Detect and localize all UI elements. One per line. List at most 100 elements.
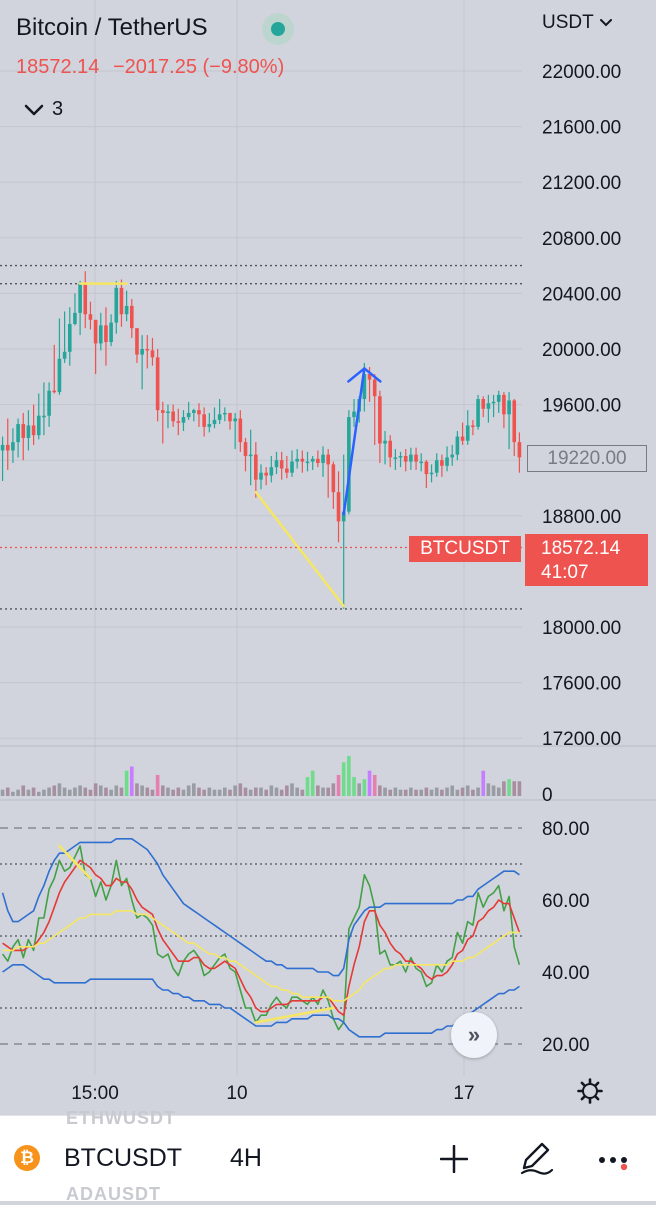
volume-bar <box>341 762 346 796</box>
time-tick-label: 15:00 <box>71 1083 119 1104</box>
arrow-line <box>342 367 366 516</box>
rsi-tick-label: 20.00 <box>542 1035 590 1056</box>
volume-bar <box>372 774 377 796</box>
settings-icon[interactable] <box>577 1078 603 1104</box>
candle-body <box>83 283 88 315</box>
volume-bar <box>409 787 413 796</box>
candle-body <box>88 314 93 320</box>
ghost-symbol-above: ETHWUSDT <box>66 1108 176 1128</box>
volume-bar <box>398 789 403 796</box>
candle-body <box>465 425 470 441</box>
settings-icon-tooth <box>580 1081 586 1087</box>
time-tick-label: 10 <box>226 1083 247 1104</box>
volume-bar <box>88 789 93 796</box>
price-tick-label: 20800.00 <box>542 229 621 250</box>
volume-bar <box>186 785 191 796</box>
volume-bar <box>316 785 320 796</box>
candle-body <box>403 456 408 462</box>
candle-body <box>362 374 367 400</box>
volume-bar <box>486 783 491 796</box>
volume-bar <box>290 783 294 796</box>
candle-body <box>336 492 341 522</box>
candle-body <box>93 319 98 344</box>
candle-body <box>367 374 372 380</box>
volume-bar <box>109 789 113 796</box>
candle-body <box>212 419 217 425</box>
candle-body <box>104 325 108 343</box>
volume-bar <box>383 787 387 796</box>
volume-bar <box>26 789 31 796</box>
volume-bar <box>285 785 289 796</box>
market-status-icon[interactable] <box>262 13 294 45</box>
volume-bar <box>378 785 382 796</box>
scroll-forward-icon[interactable]: » <box>451 1012 497 1058</box>
candle-body <box>248 454 253 457</box>
volume-bar <box>465 785 470 796</box>
volume-bar <box>429 789 434 796</box>
volume-bar <box>197 787 201 796</box>
volume-bar <box>212 789 217 796</box>
bottom-toolbar <box>0 1115 656 1201</box>
pen-icon[interactable] <box>518 1140 554 1176</box>
more-icon[interactable] <box>596 1150 632 1170</box>
time-axis[interactable]: 15:00 10 17 <box>71 1078 603 1105</box>
volume-bar <box>217 789 222 796</box>
volume-bar <box>57 783 62 796</box>
volume-bar <box>114 785 119 796</box>
candle-body <box>197 410 201 415</box>
candle-body <box>295 458 299 462</box>
volume-bar <box>129 766 134 796</box>
candle-body <box>192 410 196 413</box>
plus-icon[interactable] <box>440 1145 468 1173</box>
candle-body <box>476 399 480 427</box>
rsi-tick-label: 80.00 <box>542 819 590 840</box>
candle-body <box>398 456 403 458</box>
price-tick-label: 20400.00 <box>542 284 621 305</box>
volume-bar <box>491 785 496 796</box>
rsi-tick-label: 60.00 <box>542 891 590 912</box>
volume-bar <box>233 785 237 796</box>
candle-body <box>455 436 460 455</box>
currency-selector[interactable]: USDT <box>542 12 612 34</box>
candle-body <box>378 396 382 444</box>
volume-bar <box>207 787 212 796</box>
price-tick-label: 22000.00 <box>542 62 621 83</box>
volume-bar <box>326 787 330 796</box>
rsi-series-line <box>2 963 520 1038</box>
bitcoin-icon: ₿ <box>14 1145 40 1171</box>
candle-body <box>233 418 237 422</box>
volume-bar <box>450 785 455 796</box>
indicators-toggle[interactable]: 3 <box>24 98 63 121</box>
volume-bar <box>124 770 129 796</box>
volume-pane <box>0 756 522 796</box>
volume-bar <box>104 787 108 796</box>
volume-bar <box>0 789 5 796</box>
price-tick-label: 18800.00 <box>542 507 621 528</box>
last-price-label: 18572.14 41:07 <box>525 534 648 586</box>
volume-bar <box>424 787 429 796</box>
candle-body <box>31 425 36 436</box>
drawing-tools-layer[interactable] <box>78 282 382 608</box>
indicator-count: 3 <box>52 98 64 120</box>
candle-body <box>259 472 263 480</box>
candle-body <box>419 461 424 464</box>
symbol-title[interactable]: Bitcoin / TetherUS <box>16 14 208 41</box>
candle-body <box>274 460 279 468</box>
timeframe-selector[interactable]: 4H <box>230 1144 262 1172</box>
volume-bar <box>155 774 160 796</box>
candle-body <box>36 415 41 436</box>
volume-bar <box>507 779 511 796</box>
volume-bar <box>5 787 10 796</box>
volume-bar <box>502 781 506 796</box>
candle-body <box>279 460 284 469</box>
candle-body <box>393 457 398 459</box>
symbol-selector[interactable]: BTCUSDT <box>64 1144 183 1172</box>
candle-body <box>135 328 139 355</box>
candle-body <box>341 511 346 522</box>
volume-bar <box>367 770 372 796</box>
volume-bar <box>171 789 175 796</box>
candle-body <box>429 472 434 475</box>
rsi-tick-label: 40.00 <box>542 963 590 984</box>
candle-body <box>228 412 232 422</box>
